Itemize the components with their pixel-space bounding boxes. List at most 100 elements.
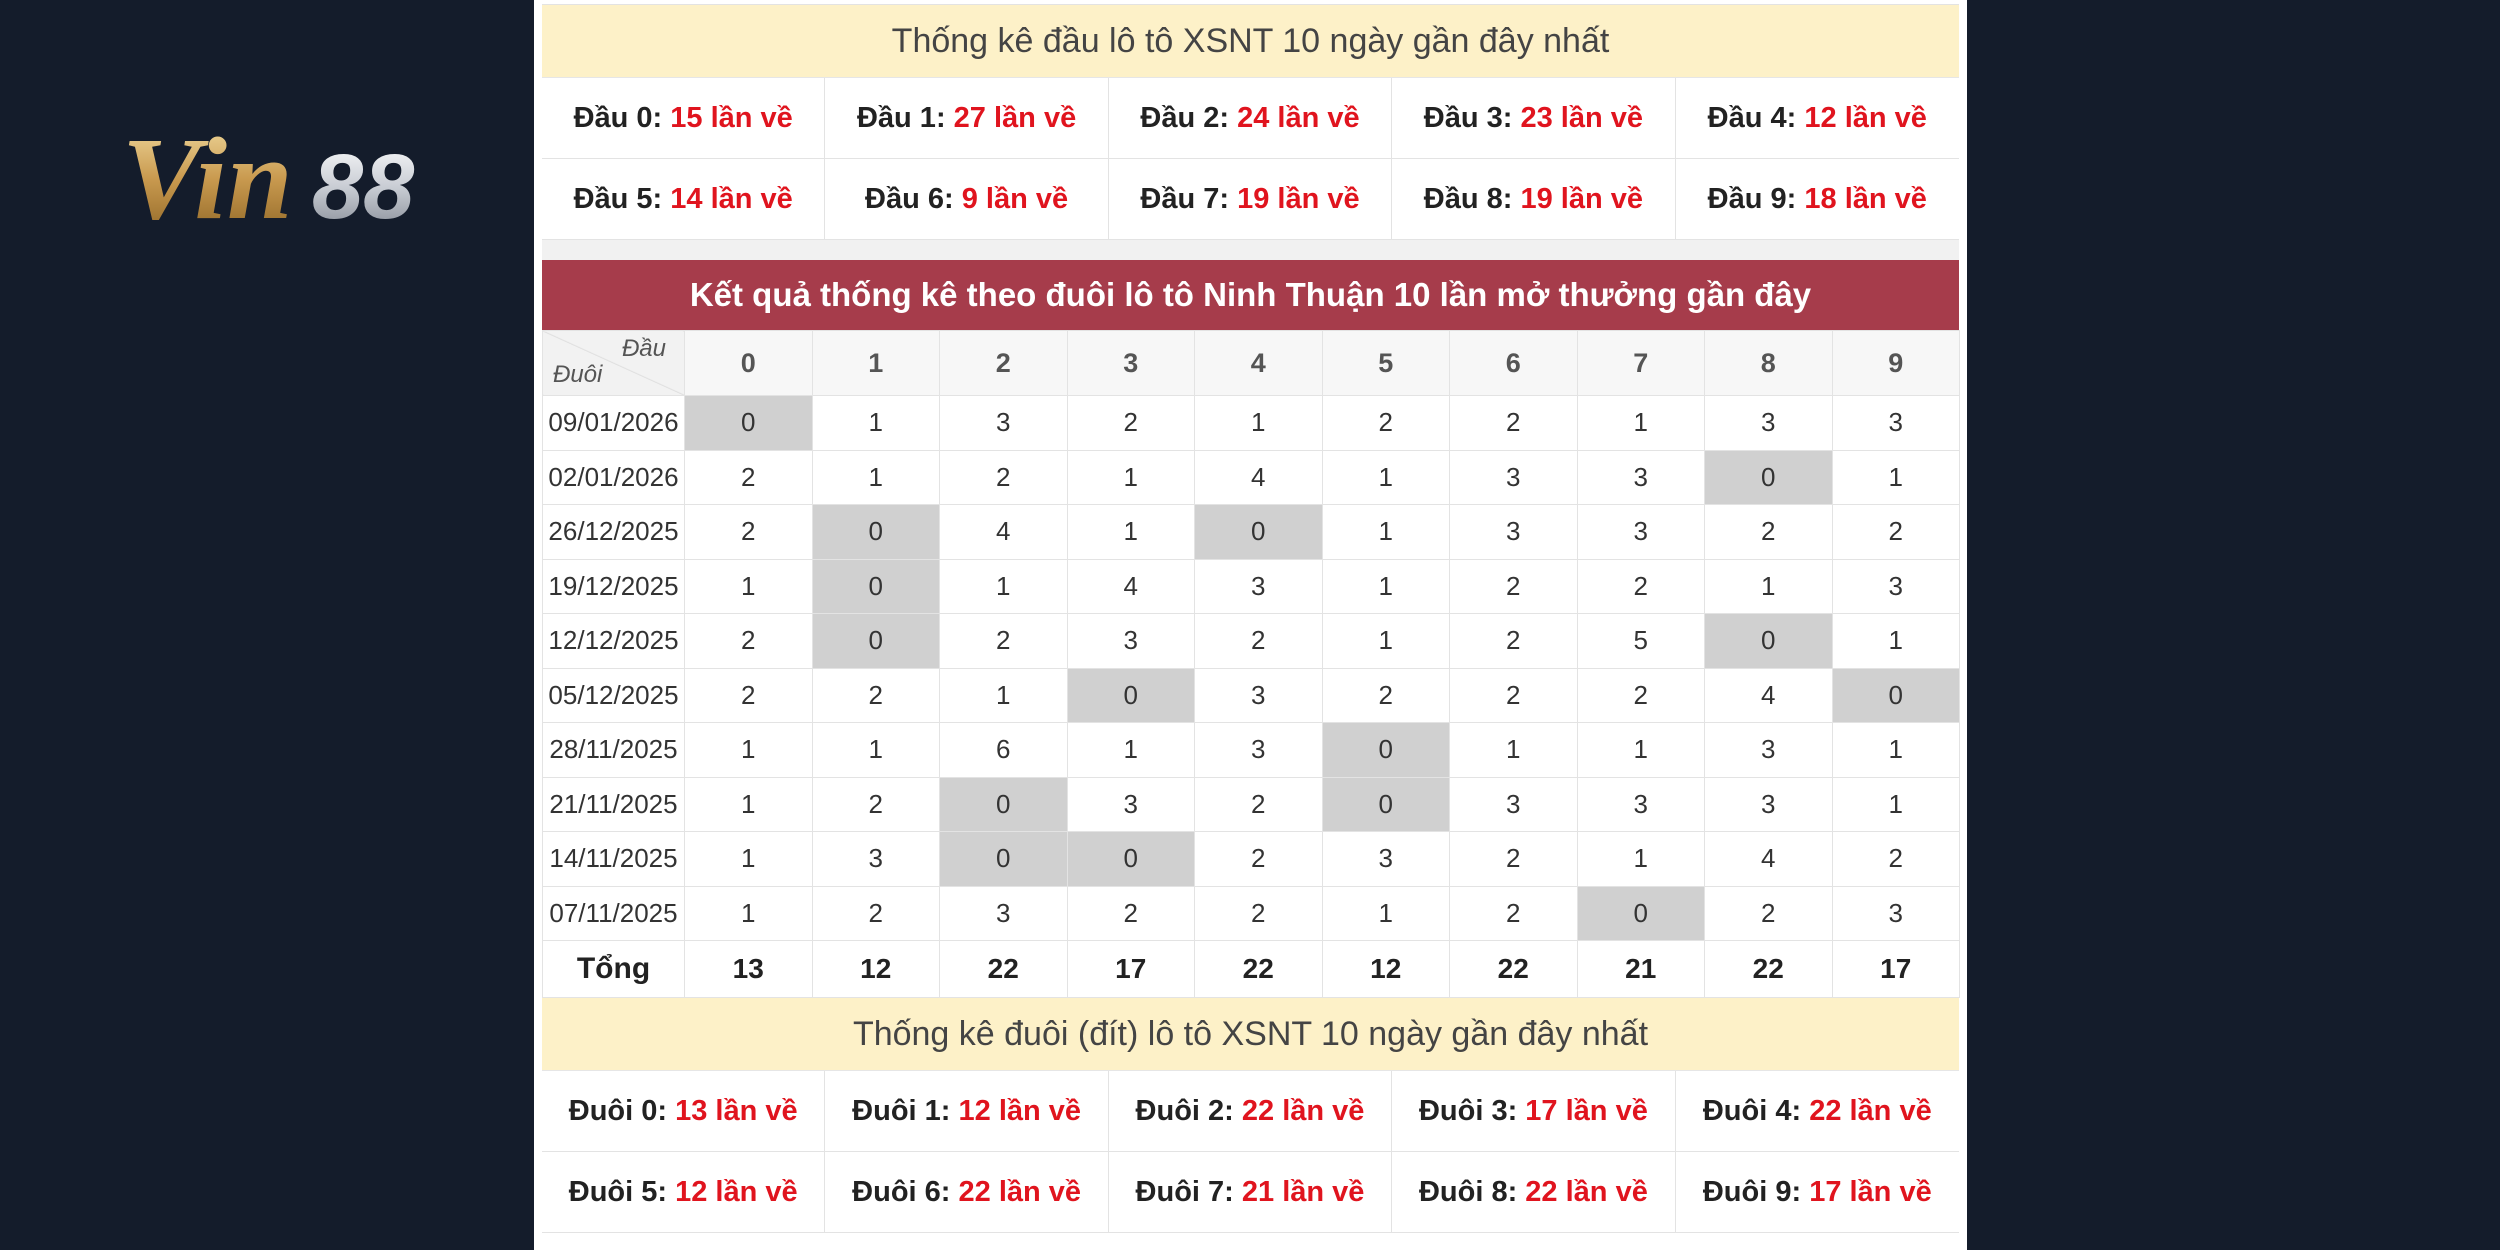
table-cell: 1 [1321, 885, 1450, 941]
results-inner: Thống kê đầu lô tô XSNT 10 ngày gần đây … [542, 0, 1960, 1233]
head-stat-label: Đầu 4: [1707, 102, 1797, 134]
vin88-logo: Vin 88 [122, 118, 415, 234]
table-cell: 1 [1704, 558, 1833, 614]
logo-88: 88 [312, 136, 415, 234]
table-cell: 2 [1066, 395, 1195, 451]
tail-stat-1: Đuôi 1: 12 lần về [825, 1071, 1109, 1152]
table-cell: 0 [1704, 449, 1833, 505]
total-label: Tổng [542, 940, 685, 998]
table-cell: 2 [1449, 831, 1578, 887]
table-cell: 3 [1576, 449, 1705, 505]
tail-stat-0: Đuôi 0: 13 lần về [542, 1071, 826, 1152]
tail-stat-value: 22 lần về [1809, 1095, 1932, 1127]
table-cell: 1 [1321, 449, 1450, 505]
row-date: 12/12/2025 [542, 613, 685, 669]
table-cell: 3 [1066, 776, 1195, 832]
total-cell: 21 [1576, 940, 1705, 998]
table-cell: 2 [811, 885, 940, 941]
table-cell: 2 [684, 449, 813, 505]
table-cell: 3 [939, 885, 1068, 941]
table-cell: 2 [1321, 667, 1450, 723]
table-cell: 2 [684, 613, 813, 669]
table-cell: 4 [1066, 558, 1195, 614]
head-stat-value: 23 lần về [1520, 102, 1643, 134]
head-stat-label: Đầu 5: [573, 183, 663, 215]
head-stats-title: Thống kê đầu lô tô XSNT 10 ngày gần đây … [542, 5, 1959, 78]
table-cell: 6 [939, 722, 1068, 778]
table-cell: 3 [1831, 885, 1960, 941]
column-header-8: 8 [1704, 330, 1833, 396]
tail-stat-value: 22 lần về [958, 1176, 1082, 1208]
tail-stat-label: Đuôi 4: [1702, 1095, 1802, 1127]
tail-stat-value: 12 lần về [958, 1095, 1082, 1127]
table-cell: 3 [1831, 558, 1960, 614]
total-cell: 12 [1321, 940, 1450, 998]
head-stat-9: Đầu 9: 18 lần về [1675, 159, 1959, 240]
table-cell: 1 [1066, 722, 1195, 778]
row-date: 28/11/2025 [542, 722, 685, 778]
head-stat-label: Đầu 2: [1140, 102, 1230, 134]
column-header-2: 2 [939, 330, 1068, 396]
row-date: 07/11/2025 [542, 885, 685, 941]
table-row: 07/11/2025 1 2 3 2 2 1 2 0 2 3 [542, 885, 1960, 941]
total-cell: 17 [1066, 940, 1195, 998]
table-cell: 0 [939, 776, 1068, 832]
head-stat-5: Đầu 5: 14 lần về [542, 159, 826, 240]
table-cell: 1 [684, 558, 813, 614]
row-date: 21/11/2025 [542, 776, 685, 832]
table-cell: 3 [1449, 776, 1578, 832]
table-cell: 3 [939, 395, 1068, 451]
table-cell: 2 [1831, 504, 1960, 560]
table-cell: 0 [684, 395, 813, 451]
head-stat-value: 15 lần về [670, 102, 793, 134]
table-cell: 2 [1194, 776, 1323, 832]
table-cell: 0 [811, 558, 940, 614]
table-cell: 1 [1321, 558, 1450, 614]
table-cell: 1 [1194, 395, 1323, 451]
row-date: 19/12/2025 [542, 558, 685, 614]
head-stat-7: Đầu 7: 19 lần về [1108, 159, 1393, 240]
tail-stat-value: 12 lần về [675, 1176, 798, 1208]
table-cell: 1 [1449, 722, 1578, 778]
head-stat-0: Đầu 0: 15 lần về [542, 78, 826, 159]
table-cell: 1 [939, 558, 1068, 614]
table-cell: 3 [1704, 395, 1833, 451]
tail-stats-title: Thống kê đuôi (đít) lô tô XSNT 10 ngày g… [542, 998, 1959, 1071]
tail-stat-label: Đuôi 6: [852, 1176, 951, 1208]
table-cell: 1 [811, 449, 940, 505]
table-cell: 0 [1321, 776, 1450, 832]
table-cell: 2 [1831, 831, 1960, 887]
table-cell: 2 [811, 667, 940, 723]
table-cell: 2 [811, 776, 940, 832]
table-cell: 3 [1576, 504, 1705, 560]
tail-stat-2: Đuôi 2: 22 lần về [1108, 1071, 1393, 1152]
table-cell: 2 [1576, 558, 1705, 614]
table-cell: 1 [811, 395, 940, 451]
table-cell: 0 [811, 613, 940, 669]
tail-table-body: 09/01/2026 0 1 3 2 1 2 2 1 3 3 02/01/2026 2 1 2 1 4 1 3 3 0 1… [542, 395, 1960, 998]
table-cell: 0 [1576, 885, 1705, 941]
table-row: 26/12/2025 2 0 4 1 0 1 3 3 2 2 [542, 504, 1960, 560]
corner-label-dau: Đầu [621, 335, 666, 362]
table-cell: 0 [1704, 613, 1833, 669]
head-stat-2: Đầu 2: 24 lần về [1108, 78, 1393, 159]
table-cell: 1 [1066, 504, 1195, 560]
tail-stat-label: Đuôi 9: [1702, 1176, 1802, 1208]
table-cell: 3 [1194, 558, 1323, 614]
table-cell: 3 [1194, 667, 1323, 723]
tail-stat-label: Đuôi 1: [852, 1095, 951, 1127]
row-date: 02/01/2026 [542, 449, 685, 505]
row-date: 14/11/2025 [542, 831, 685, 887]
head-stat-value: 14 lần về [670, 183, 793, 215]
table-row: 09/01/2026 0 1 3 2 1 2 2 1 3 3 [542, 395, 1960, 451]
head-stat-value: 24 lần về [1237, 102, 1360, 134]
column-header-1: 1 [811, 330, 940, 396]
table-cell: 0 [1066, 831, 1195, 887]
table-cell: 2 [1321, 395, 1450, 451]
head-stat-value: 19 lần về [1237, 183, 1360, 215]
table-cell: 2 [684, 504, 813, 560]
table-row: 02/01/2026 2 1 2 1 4 1 3 3 0 1 [542, 449, 1960, 505]
table-cell: 1 [1321, 504, 1450, 560]
